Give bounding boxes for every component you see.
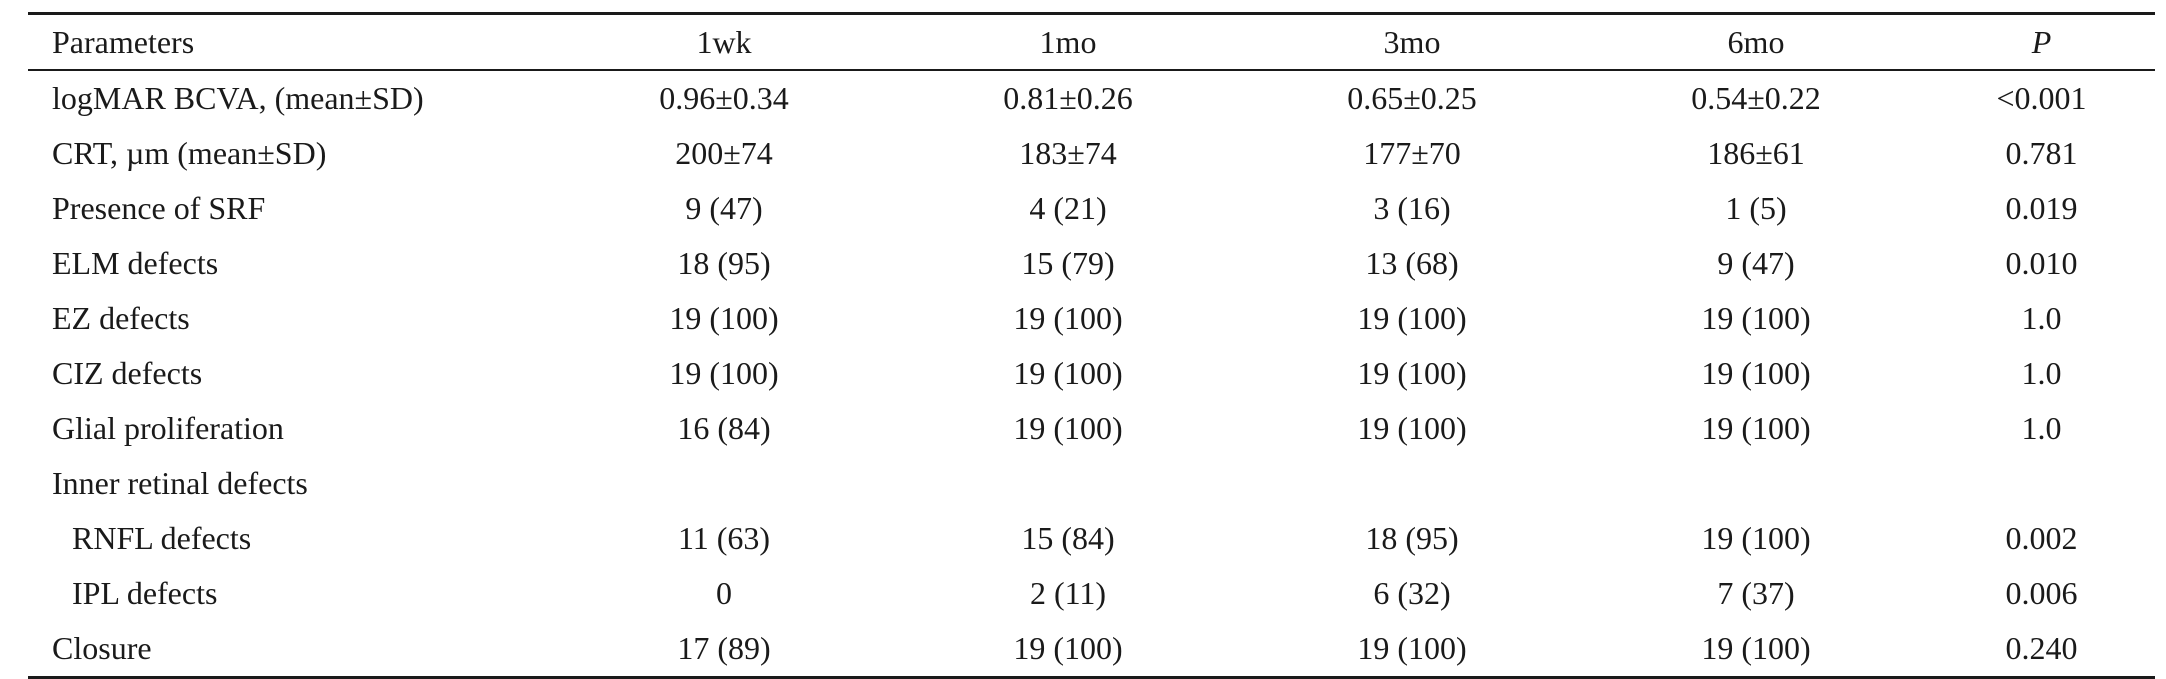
header-1mo: 1mo xyxy=(1039,23,1097,60)
cell-1mo: 4 (21) xyxy=(1029,190,1107,226)
cell-p-value: 0.781 xyxy=(2005,135,2078,171)
header-row: Parameters 1wk 1mo 3mo 6mo P xyxy=(28,13,2155,70)
cell-1mo: 19 (100) xyxy=(1013,300,1123,336)
cell-1mo: 183±74 xyxy=(1019,135,1117,171)
cell-6mo: 19 (100) xyxy=(1701,520,1811,556)
row-label-indented: IPL defects xyxy=(72,575,218,611)
row-label: logMAR BCVA, (mean±SD) xyxy=(52,80,424,116)
table-row: RNFL defects 11 (63) 15 (84) 18 (95) 19 … xyxy=(28,511,2155,566)
cell-1wk: 11 (63) xyxy=(677,520,771,556)
cell-6mo: 19 (100) xyxy=(1701,410,1811,446)
header-6mo: 6mo xyxy=(1727,23,1785,60)
cell-1wk xyxy=(552,456,896,511)
cell-1mo: 15 (84) xyxy=(1021,520,1115,556)
cell-6mo: 19 (100) xyxy=(1701,300,1811,336)
row-label: Closure xyxy=(52,630,152,666)
table-row: Glial proliferation 16 (84) 19 (100) 19 … xyxy=(28,401,2155,456)
cell-6mo: 186±61 xyxy=(1707,135,1805,171)
cell-1mo xyxy=(896,456,1240,511)
header-1wk: 1wk xyxy=(696,23,752,60)
table-header: Parameters 1wk 1mo 3mo 6mo P xyxy=(28,13,2155,70)
cell-1wk: 17 (89) xyxy=(677,630,771,666)
cell-1mo: 15 (79) xyxy=(1021,245,1115,281)
cell-6mo: 19 (100) xyxy=(1701,355,1811,391)
cell-6mo: 9 (47) xyxy=(1717,245,1795,281)
table-row: ELM defects 18 (95) 15 (79) 13 (68) 9 (4… xyxy=(28,236,2155,291)
cell-3mo: 19 (100) xyxy=(1357,410,1467,446)
cell-p-value: 0.019 xyxy=(2005,190,2078,226)
cell-1mo: 19 (100) xyxy=(1013,630,1123,666)
table-row: CRT, µm (mean±SD) 200±74 183±74 177±70 1… xyxy=(28,126,2155,181)
cell-p-value: 0.010 xyxy=(2005,245,2078,281)
table-row: EZ defects 19 (100) 19 (100) 19 (100) 19… xyxy=(28,291,2155,346)
cell-3mo: 3 (16) xyxy=(1373,190,1451,226)
cell-1mo: 19 (100) xyxy=(1013,355,1123,391)
cell-1wk: 18 (95) xyxy=(677,245,771,281)
cell-p-value: 0.240 xyxy=(2005,630,2078,666)
row-label: Glial proliferation xyxy=(52,410,284,446)
row-label: CRT, µm (mean±SD) xyxy=(52,135,327,171)
cell-1mo: 0.81±0.26 xyxy=(1003,80,1133,116)
row-label: Inner retinal defects xyxy=(52,465,308,501)
header-p-value: P xyxy=(2031,23,2052,60)
cell-6mo xyxy=(1584,456,1928,511)
cell-3mo: 0.65±0.25 xyxy=(1347,80,1477,116)
cell-6mo: 1 (5) xyxy=(1725,190,1787,226)
cell-6mo: 19 (100) xyxy=(1701,630,1811,666)
cell-1wk: 9 (47) xyxy=(685,190,763,226)
header-3mo: 3mo xyxy=(1383,23,1441,60)
cell-p-value: 1.0 xyxy=(2021,355,2062,391)
row-label: ELM defects xyxy=(52,245,219,281)
cell-6mo: 7 (37) xyxy=(1717,575,1795,611)
row-label-indented: RNFL defects xyxy=(72,520,252,556)
table-row-group-heading: Inner retinal defects xyxy=(28,456,2155,511)
cell-3mo: 13 (68) xyxy=(1365,245,1459,281)
cell-3mo: 19 (100) xyxy=(1357,355,1467,391)
cell-1wk: 19 (100) xyxy=(669,300,779,336)
cell-3mo: 18 (95) xyxy=(1365,520,1459,556)
cell-1mo: 2 (11) xyxy=(1029,575,1107,611)
table-row: logMAR BCVA, (mean±SD) 0.96±0.34 0.81±0.… xyxy=(28,70,2155,126)
cell-p-value: 1.0 xyxy=(2021,300,2062,336)
cell-1wk: 0 xyxy=(716,575,732,611)
data-table-container: Parameters 1wk 1mo 3mo 6mo P logMAR BCVA… xyxy=(28,12,2155,679)
table-body: logMAR BCVA, (mean±SD) 0.96±0.34 0.81±0.… xyxy=(28,70,2155,678)
cell-6mo: 0.54±0.22 xyxy=(1691,80,1821,116)
cell-1wk: 19 (100) xyxy=(669,355,779,391)
row-label: EZ defects xyxy=(52,300,190,336)
cell-p-value: 0.002 xyxy=(2005,520,2078,556)
row-label: CIZ defects xyxy=(52,355,203,391)
parameters-table: Parameters 1wk 1mo 3mo 6mo P logMAR BCVA… xyxy=(28,12,2155,679)
table-row: Presence of SRF 9 (47) 4 (21) 3 (16) 1 (… xyxy=(28,181,2155,236)
cell-p-value: 1.0 xyxy=(2021,410,2062,446)
table-row: CIZ defects 19 (100) 19 (100) 19 (100) 1… xyxy=(28,346,2155,401)
cell-1wk: 200±74 xyxy=(675,135,773,171)
cell-3mo: 19 (100) xyxy=(1357,630,1467,666)
cell-3mo: 6 (32) xyxy=(1373,575,1451,611)
header-parameters: Parameters xyxy=(52,23,195,60)
cell-p-value: 0.006 xyxy=(2005,575,2078,611)
cell-p-value: <0.001 xyxy=(1996,80,2087,116)
table-row: Closure 17 (89) 19 (100) 19 (100) 19 (10… xyxy=(28,621,2155,678)
table-row: IPL defects 0 2 (11) 6 (32) 7 (37) 0.006 xyxy=(28,566,2155,621)
cell-3mo: 177±70 xyxy=(1363,135,1461,171)
cell-1wk: 0.96±0.34 xyxy=(659,80,789,116)
row-label: Presence of SRF xyxy=(52,190,266,226)
cell-1mo: 19 (100) xyxy=(1013,410,1123,446)
cell-1wk: 16 (84) xyxy=(677,410,771,446)
cell-3mo xyxy=(1240,456,1584,511)
cell-3mo: 19 (100) xyxy=(1357,300,1467,336)
cell-p-value xyxy=(1928,456,2155,511)
